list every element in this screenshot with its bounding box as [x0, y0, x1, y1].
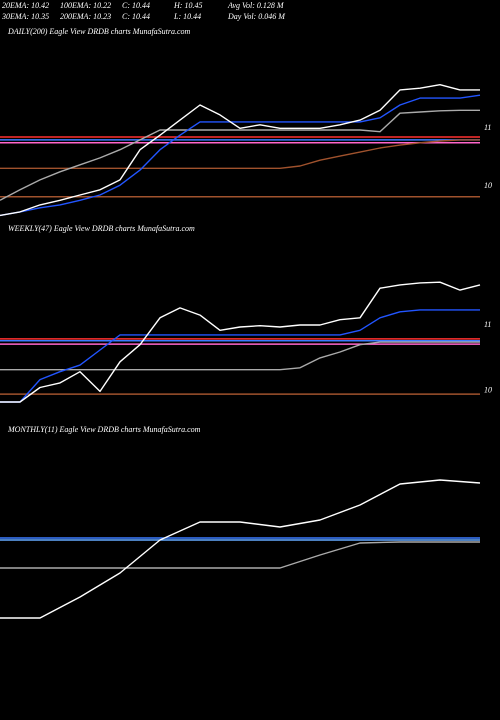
stat-label: L: 10.44	[173, 12, 201, 21]
y-tick-label: 11	[484, 320, 491, 329]
y-tick-label: 10	[484, 181, 492, 190]
panel-title: MONTHLY(11) Eagle View DRDB charts Munaf…	[7, 425, 201, 434]
series-line	[0, 541, 480, 569]
stat-label: C: 10.44	[122, 12, 150, 21]
y-tick-label: 10	[484, 386, 492, 395]
series-line	[0, 309, 480, 403]
series-line	[0, 109, 480, 201]
stat-label: C: 10.44	[122, 1, 150, 10]
series-line	[0, 341, 480, 371]
stat-label: 200EMA: 10.23	[60, 12, 111, 21]
series-line	[0, 479, 481, 619]
stat-label: 100EMA: 10.22	[60, 1, 111, 10]
stat-label: 20EMA: 10.42	[2, 1, 49, 10]
stat-label: 30EMA: 10.35	[1, 12, 49, 21]
y-tick-label: 11	[484, 123, 491, 132]
stat-label: Day Vol: 0.046 M	[227, 12, 286, 21]
stat-label: Avg Vol: 0.128 M	[227, 1, 285, 10]
panel-title: WEEKLY(47) Eagle View DRDB charts Munafa…	[8, 224, 195, 233]
stat-label: H: 10.45	[173, 1, 202, 10]
series-line	[0, 94, 481, 217]
series-line	[0, 139, 480, 169]
series-line	[0, 281, 481, 403]
panel-title: DAILY(200) Eagle View DRDB charts Munafa…	[7, 27, 191, 36]
series-line	[0, 84, 480, 217]
